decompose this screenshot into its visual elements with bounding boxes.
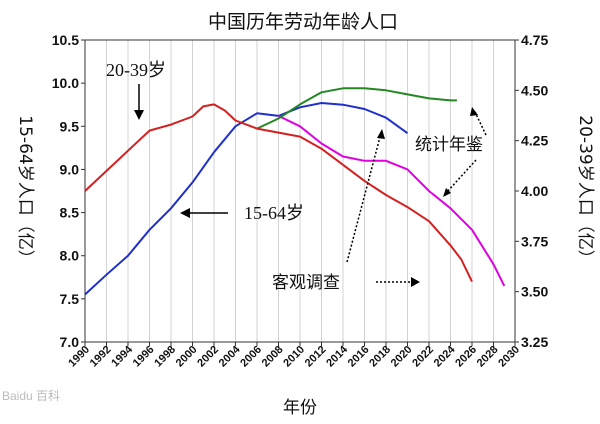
- x-tick-label: 2006: [238, 344, 264, 370]
- y-left-tick-label: 7.5: [60, 291, 80, 307]
- survey-arrow-up: [346, 136, 381, 263]
- y-right-tick-label: 3.25: [521, 334, 548, 350]
- x-tick-label: 2028: [475, 344, 501, 370]
- annotation-15-64: 15-64岁: [244, 203, 304, 223]
- annotation-20-39: 20-39岁: [106, 60, 166, 80]
- y-left-tick-label: 8.0: [60, 248, 80, 264]
- x-tick-label: 2018: [367, 344, 393, 370]
- series-line-2: [278, 102, 409, 135]
- y-left-tick-label: 10.0: [52, 75, 79, 91]
- annotation-15-64-arrowhead: [180, 208, 190, 218]
- x-tick-label: 2022: [410, 344, 436, 370]
- x-tick-label: 2002: [195, 344, 221, 370]
- right-axis-ticks: 3.25 3.50 3.75 4.00 4.25 4.50 4.75: [515, 32, 548, 350]
- series-lines: [84, 87, 506, 296]
- survey-arrowhead-right: [411, 277, 420, 287]
- left-axis-ticks: 7.0 7.5 8.0 8.5 9.0 9.5 10.0 10.5: [52, 32, 85, 350]
- y-left-tick-label: 9.0: [60, 161, 80, 177]
- x-tick-label: 1996: [131, 344, 157, 370]
- x-tick-label: 2016: [346, 344, 372, 370]
- survey-arrowhead-up: [377, 129, 385, 139]
- yearbook-arrowhead-up: [470, 107, 478, 116]
- series-line-4: [256, 87, 457, 130]
- watermark: Baidu 百科: [2, 389, 60, 403]
- vertical-gridlines: [106, 40, 494, 342]
- x-tick-label: 2024: [432, 343, 458, 369]
- series-line-3: [278, 114, 506, 287]
- x-tick-label: 2008: [260, 344, 286, 370]
- x-axis-label: 年份: [283, 398, 317, 418]
- x-tick-label: 1998: [152, 344, 178, 370]
- y-right-tick-label: 4.25: [521, 133, 548, 149]
- annotation-survey: 客观调查: [272, 273, 340, 293]
- right-axis-label: 20-39岁人口（亿）: [575, 115, 595, 266]
- x-tick-label: 2026: [453, 344, 479, 370]
- yearbook-arrow-up: [474, 111, 487, 136]
- yearbook-arrowhead-down: [443, 188, 451, 197]
- chart-title: 中国历年劳动年龄人口: [208, 11, 398, 33]
- y-right-tick-label: 4.75: [521, 32, 548, 48]
- y-left-tick-label: 8.5: [60, 205, 80, 221]
- series-line-5: [84, 103, 473, 283]
- left-axis-label: 15-64岁人口（亿）: [15, 115, 35, 266]
- y-right-tick-label: 4.50: [521, 82, 548, 98]
- x-tick-label: 2010: [281, 344, 307, 370]
- x-tick-label: 1992: [88, 344, 114, 370]
- y-left-tick-label: 7.0: [60, 334, 80, 350]
- y-left-tick-label: 10.5: [52, 32, 79, 48]
- x-tick-label: 2014: [324, 343, 350, 369]
- annotation-stat-yearbook: 统计年鉴: [415, 135, 483, 155]
- x-tick-label: 2012: [303, 344, 329, 370]
- x-tick-label: 2020: [389, 344, 415, 370]
- y-right-tick-label: 4.00: [521, 183, 548, 199]
- x-tick-label: 2030: [496, 344, 522, 370]
- x-tick-label: 2000: [174, 344, 200, 370]
- yearbook-arrow-down: [446, 159, 477, 193]
- y-left-tick-label: 9.5: [60, 118, 80, 134]
- x-axis-ticks: 1990199219941996199820002002200420062008…: [66, 342, 522, 369]
- x-tick-label: 1994: [109, 343, 135, 369]
- x-tick-label: 2004: [217, 343, 243, 369]
- annotation-20-39-arrowhead: [134, 110, 144, 120]
- series-line-1: [84, 112, 279, 296]
- y-right-tick-label: 3.75: [521, 233, 548, 249]
- y-right-tick-label: 3.50: [521, 284, 548, 300]
